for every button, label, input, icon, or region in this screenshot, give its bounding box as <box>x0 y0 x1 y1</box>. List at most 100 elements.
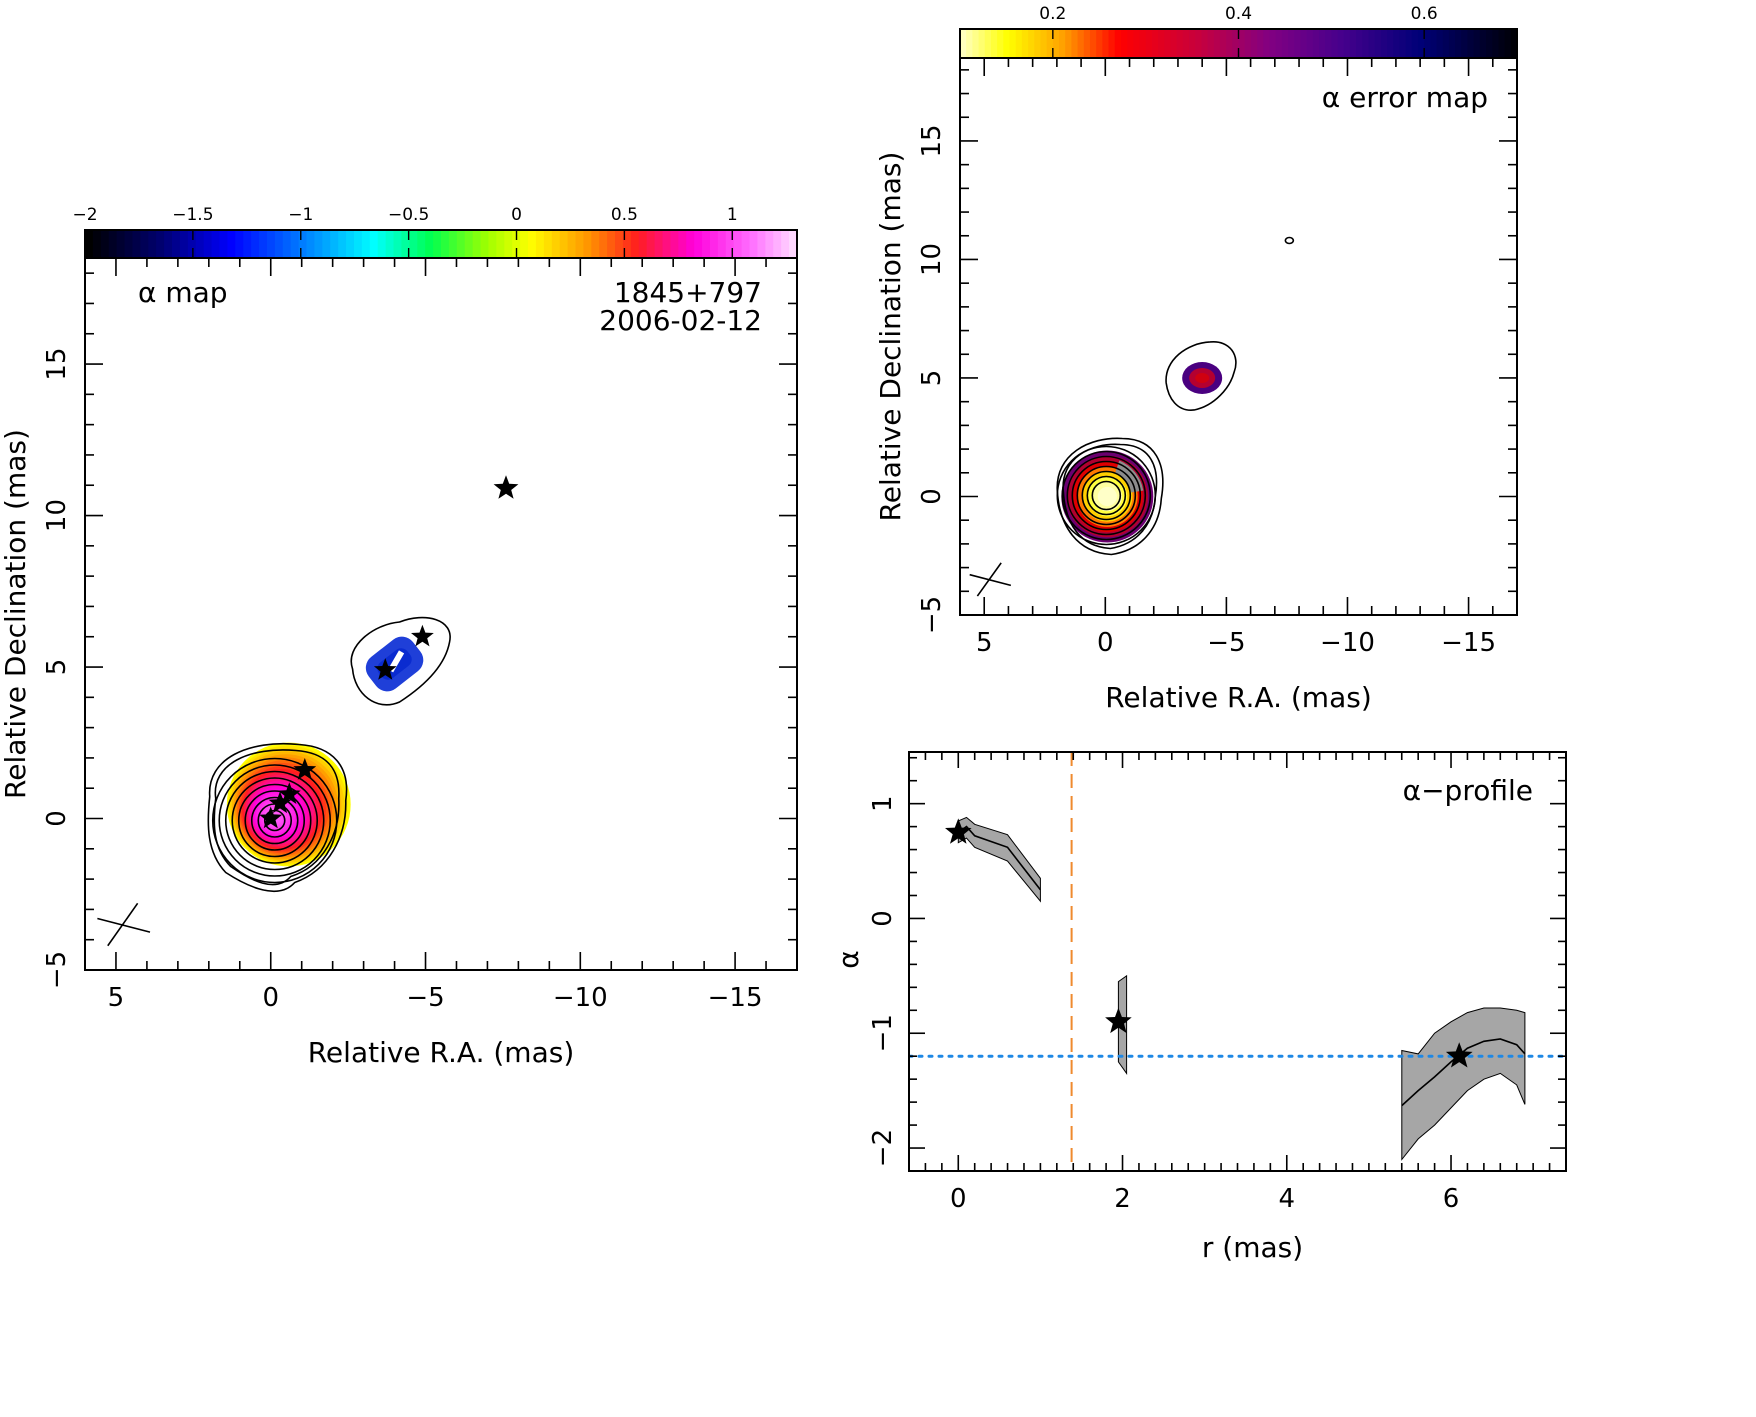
component-star <box>277 782 301 804</box>
alpha-map-ytick-label: 10 <box>42 499 72 532</box>
error-map-xtick-label: 0 <box>1097 628 1114 658</box>
profile-ytick-label: −2 <box>868 1129 898 1167</box>
error-map-plot-area <box>1056 236 1295 556</box>
contour-line <box>224 770 325 871</box>
contour-line <box>1081 470 1132 521</box>
core-alpha-pixels <box>226 742 351 867</box>
alpha-map-ytick-label: 15 <box>42 347 72 380</box>
profile-ytick-label: 1 <box>868 795 898 812</box>
jet-error-pixels <box>1182 361 1223 394</box>
component-star <box>373 658 397 680</box>
alpha-map-xtick-label: 5 <box>108 983 125 1013</box>
error-map-xlabel: Relative R.A. (mas) <box>1105 681 1372 714</box>
source-name: 1845+797 <box>614 276 762 309</box>
profile-frame <box>908 751 1567 1172</box>
alpha-map-plot-area <box>207 475 519 892</box>
alpha-map-colorbar-label: 0 <box>511 205 522 225</box>
error-map-ytick-label: 0 <box>917 488 947 505</box>
alpha-map-ytick-label: −5 <box>42 951 72 989</box>
alpha-map-colorbar-label: 0.5 <box>611 205 638 225</box>
profile-xtick-label: 0 <box>950 1184 967 1214</box>
profile-ticks <box>909 752 1566 1172</box>
error-map-ytick-label: 15 <box>917 124 947 157</box>
error-map-ytick-label: −5 <box>917 596 947 634</box>
alpha-map-ylabel: Relative Declination (mas) <box>0 429 32 799</box>
outer-contour <box>1062 443 1158 550</box>
component-star <box>945 818 972 844</box>
component-star <box>493 475 519 499</box>
contour-line <box>244 790 306 851</box>
alpha-map-colorbar: −2 −1.5 −1 −0.5 0 0.5 1 <box>72 205 798 259</box>
error-map-ticks <box>959 58 1518 616</box>
component-star <box>259 806 283 829</box>
error-map-colorbar: 0.2 0.4 0.6 <box>959 4 1518 59</box>
outer-contour <box>213 749 340 886</box>
profile-ylabel: α <box>832 950 865 968</box>
error-map-ytick-label: 10 <box>917 243 947 276</box>
profile-error-band <box>1401 1007 1526 1161</box>
profile-plot-area <box>909 752 1566 1171</box>
component-star <box>293 758 317 780</box>
alpha-map-ytick-label: 0 <box>42 810 72 827</box>
contour-line <box>218 764 332 877</box>
observation-epoch: 2006-02-12 <box>599 304 762 337</box>
error-map-ytick-label: 5 <box>917 370 947 387</box>
alpha-map-title: α map <box>138 276 228 309</box>
alpha-map-beam-minor <box>97 917 151 933</box>
profile-xtick-label: 4 <box>1279 1184 1296 1214</box>
error-map-colorbar-label: 0.4 <box>1225 4 1252 24</box>
contour-line <box>237 783 312 858</box>
error-map-colorbar-label: 0.6 <box>1411 4 1438 24</box>
component-star <box>1445 1042 1473 1068</box>
contour-line <box>1076 465 1137 526</box>
alpha-map-ticks <box>84 258 798 971</box>
contour-line <box>231 777 319 864</box>
component-star <box>1105 1007 1132 1034</box>
alpha-map-frame <box>84 257 798 971</box>
jet-contour <box>1165 341 1237 411</box>
component-markers <box>259 475 519 829</box>
small-contour <box>1284 236 1295 245</box>
component-star <box>411 624 434 647</box>
alpha-map-xtick-label: −15 <box>708 983 763 1013</box>
alpha-profile-panel: 0 2 4 6 −2 −1 0 1 r (mas) α α−profile <box>832 751 1567 1264</box>
error-map-beam-minor <box>969 573 1012 587</box>
profile-xlabel: r (mas) <box>1202 1231 1303 1264</box>
alpha-map-xtick-label: −10 <box>553 983 608 1013</box>
error-map-xtick-label: −15 <box>1441 628 1496 658</box>
alpha-map-xtick-label: 0 <box>262 983 279 1013</box>
component-star <box>268 791 292 814</box>
profile-ytick-label: 0 <box>868 910 898 927</box>
alpha-map-xlabel: Relative R.A. (mas) <box>308 1036 575 1069</box>
profile-error-band <box>957 816 1041 903</box>
contour-line <box>1091 480 1122 511</box>
contour-line <box>1086 475 1127 516</box>
core-contours <box>207 742 348 892</box>
profile-xtick-label: 2 <box>1114 1184 1131 1214</box>
jet-contour <box>350 616 451 706</box>
error-core-contours <box>1056 437 1164 556</box>
alpha-map-xtick-label: −5 <box>406 983 444 1013</box>
error-map-xtick-label: −10 <box>1320 628 1375 658</box>
error-map-title: α error map <box>1322 81 1488 114</box>
alpha-map-colorbar-label: 1 <box>727 205 738 225</box>
alpha-map-colorbar-label: −1 <box>288 205 313 225</box>
error-map-colorbar-label: 0.2 <box>1039 4 1066 24</box>
error-map-frame <box>959 57 1518 616</box>
alpha-error-map-panel: 5 0 −5 −10 −15 −5 0 5 10 15 Relative R.A. (mas) Rel… <box>874 4 1518 714</box>
error-map-ylabel: Relative Declination (mas) <box>874 152 907 522</box>
profile-title: α−profile <box>1403 774 1533 807</box>
error-map-xtick-label: −5 <box>1207 628 1245 658</box>
alpha-map-colorbar-label: −1.5 <box>172 205 213 225</box>
alpha-map-colorbar-label: −2 <box>72 205 97 225</box>
contour-line <box>1061 450 1152 541</box>
contour-line <box>250 796 299 845</box>
profile-line <box>1401 1038 1526 1107</box>
alpha-map-colorbar-label: −0.5 <box>388 205 429 225</box>
error-map-xtick-label: 5 <box>976 628 993 658</box>
contour-line <box>1066 455 1147 536</box>
alpha-map-ytick-label: 5 <box>42 659 72 676</box>
core-error-gray-patch <box>1115 460 1144 493</box>
